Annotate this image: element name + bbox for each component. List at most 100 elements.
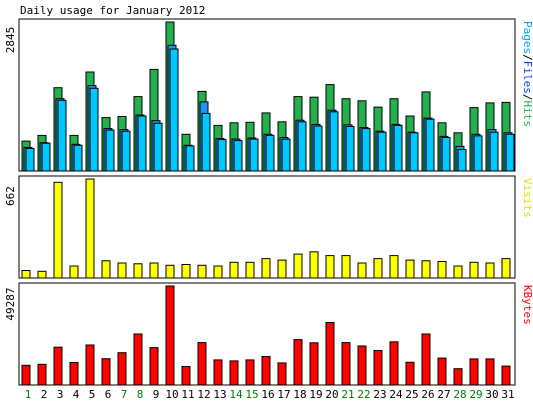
bar-visits (373, 258, 383, 279)
bar-pages (201, 112, 211, 172)
x-tick-label: 8 (137, 388, 144, 401)
bar-visits (245, 261, 255, 279)
bar-kbytes (341, 342, 351, 386)
bar-pages (297, 121, 307, 172)
bar-kbytes (501, 365, 511, 386)
x-tick-label: 22 (357, 388, 370, 401)
legend-item: Hits (521, 101, 533, 128)
x-tick-label: 17 (277, 388, 290, 401)
x-tick-label: 18 (293, 388, 306, 401)
bar-pages (89, 87, 99, 172)
legend-usage: Pages/Files/Hits (521, 21, 533, 127)
x-tick-label: 2 (41, 388, 48, 401)
bar-pages (377, 131, 387, 172)
bar-visits (101, 260, 111, 279)
bar-pages (329, 111, 339, 172)
bar-pages (265, 134, 275, 172)
bar-pages (313, 125, 323, 172)
bar-visits (181, 264, 191, 279)
panel-usage: 2845 Pages/Files/Hits (4, 18, 533, 172)
bar-visits (389, 255, 399, 279)
bar-pages (425, 118, 435, 172)
bar-visits (309, 251, 319, 279)
bar-kbytes (277, 362, 287, 386)
bar-visits (485, 262, 495, 279)
legend-item: Files (521, 61, 533, 94)
bar-visits (69, 265, 79, 279)
bar-kbytes (69, 362, 79, 386)
x-tick-label: 4 (73, 388, 80, 401)
x-tick-label: 20 (325, 388, 338, 401)
bar-visits (133, 263, 143, 279)
bar-pages (361, 128, 371, 172)
x-tick-label: 14 (229, 388, 243, 401)
bar-kbytes (117, 352, 127, 386)
bar-kbytes (293, 339, 303, 386)
bar-kbytes (245, 359, 255, 386)
legend-item: Pages (521, 21, 533, 54)
bar-pages (249, 138, 259, 172)
legend-item: / (521, 54, 533, 61)
bar-kbytes (437, 357, 447, 386)
scale-label-usage: 2845 (4, 27, 17, 54)
bar-pages (121, 130, 131, 172)
x-tick-label: 28 (453, 388, 466, 401)
bar-pages (169, 48, 179, 172)
bar-pages (41, 142, 51, 172)
bar-visits (149, 262, 159, 279)
bar-pages (73, 144, 83, 172)
bar-pages (441, 137, 451, 172)
bar-pages (185, 145, 195, 172)
bar-kbytes (21, 364, 31, 386)
x-tick-label: 23 (373, 388, 386, 401)
legend-visits: Visits (521, 178, 533, 218)
bar-visits (21, 270, 31, 279)
bar-pages (457, 149, 467, 172)
bar-visits (405, 259, 415, 279)
bar-kbytes (373, 350, 383, 386)
bar-kbytes (421, 333, 431, 386)
bar-visits (117, 262, 127, 279)
bar-visits (53, 181, 63, 279)
bar-visits (165, 264, 175, 279)
bar-pages (281, 138, 291, 172)
bar-pages (473, 135, 483, 172)
x-tick-label: 13 (213, 388, 226, 401)
bar-kbytes (53, 346, 63, 386)
x-tick-label: 24 (389, 388, 403, 401)
chart-title: Daily usage for January 2012 (20, 4, 205, 17)
bar-kbytes (133, 333, 143, 386)
bar-kbytes (405, 361, 415, 386)
x-tick-label: 26 (421, 388, 434, 401)
bar-visits (197, 264, 207, 279)
bar-visits (357, 262, 367, 279)
bar-visits (341, 255, 351, 279)
x-tick-label: 11 (181, 388, 194, 401)
bar-visits (37, 270, 47, 279)
bar-pages (345, 126, 355, 172)
x-tick-label: 7 (121, 388, 128, 401)
x-tick-label: 3 (57, 388, 64, 401)
bar-pages (409, 132, 419, 172)
bar-kbytes (469, 358, 479, 386)
bar-visits (85, 178, 95, 279)
legend-item: Visits (521, 178, 533, 218)
bar-pages (217, 139, 227, 172)
bar-visits (213, 265, 223, 279)
x-tick-label: 15 (245, 388, 258, 401)
bar-kbytes (213, 359, 223, 386)
x-tick-label: 31 (501, 388, 514, 401)
x-tick-label: 1 (25, 388, 32, 401)
x-tick-label: 10 (165, 388, 178, 401)
bar-kbytes (485, 358, 495, 386)
bar-visits (293, 253, 303, 279)
x-tick-label: 21 (341, 388, 354, 401)
bar-kbytes (149, 347, 159, 386)
bar-visits (421, 260, 431, 279)
x-axis-labels: 1 2 3 4 5 6 7 8 9 10 11 12 13 14 15 16 17 18 19 20 21 22 23 24 2… (25, 388, 515, 401)
bar-visits (469, 261, 479, 279)
bar-kbytes (453, 368, 463, 386)
bar-pages (25, 148, 35, 172)
legend-kbytes: KBytes (521, 285, 533, 325)
